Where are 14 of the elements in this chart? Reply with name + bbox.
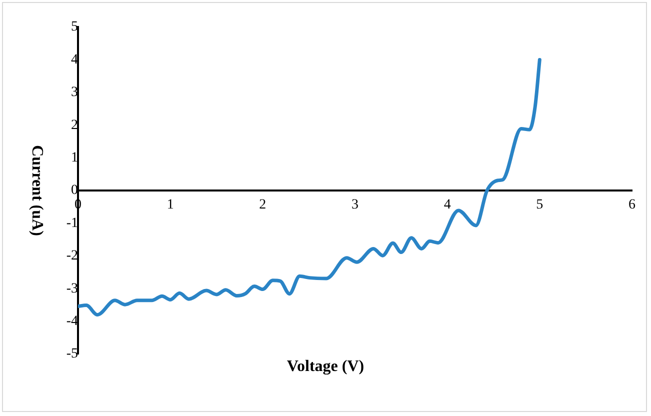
x-tick-label: 1 bbox=[166, 198, 174, 213]
x-tick-label: 4 bbox=[444, 198, 451, 213]
x-axis-title: Voltage (V) bbox=[286, 358, 364, 375]
y-tick-label: 2 bbox=[71, 118, 78, 133]
x-tick-label: 2 bbox=[259, 198, 266, 213]
x-tick-label: 6 bbox=[628, 198, 636, 213]
y-tick-label: -2 bbox=[66, 248, 78, 264]
x-tick-label: 3 bbox=[352, 198, 358, 213]
y-tick-label: -4 bbox=[66, 314, 78, 329]
y-tick-label: -5 bbox=[66, 346, 78, 362]
y-tick-label: 1 bbox=[71, 150, 78, 166]
y-tick-label: -1 bbox=[66, 216, 78, 231]
x-tick-label: 5 bbox=[536, 198, 544, 213]
y-axis-title: Current (uA) bbox=[28, 145, 46, 236]
